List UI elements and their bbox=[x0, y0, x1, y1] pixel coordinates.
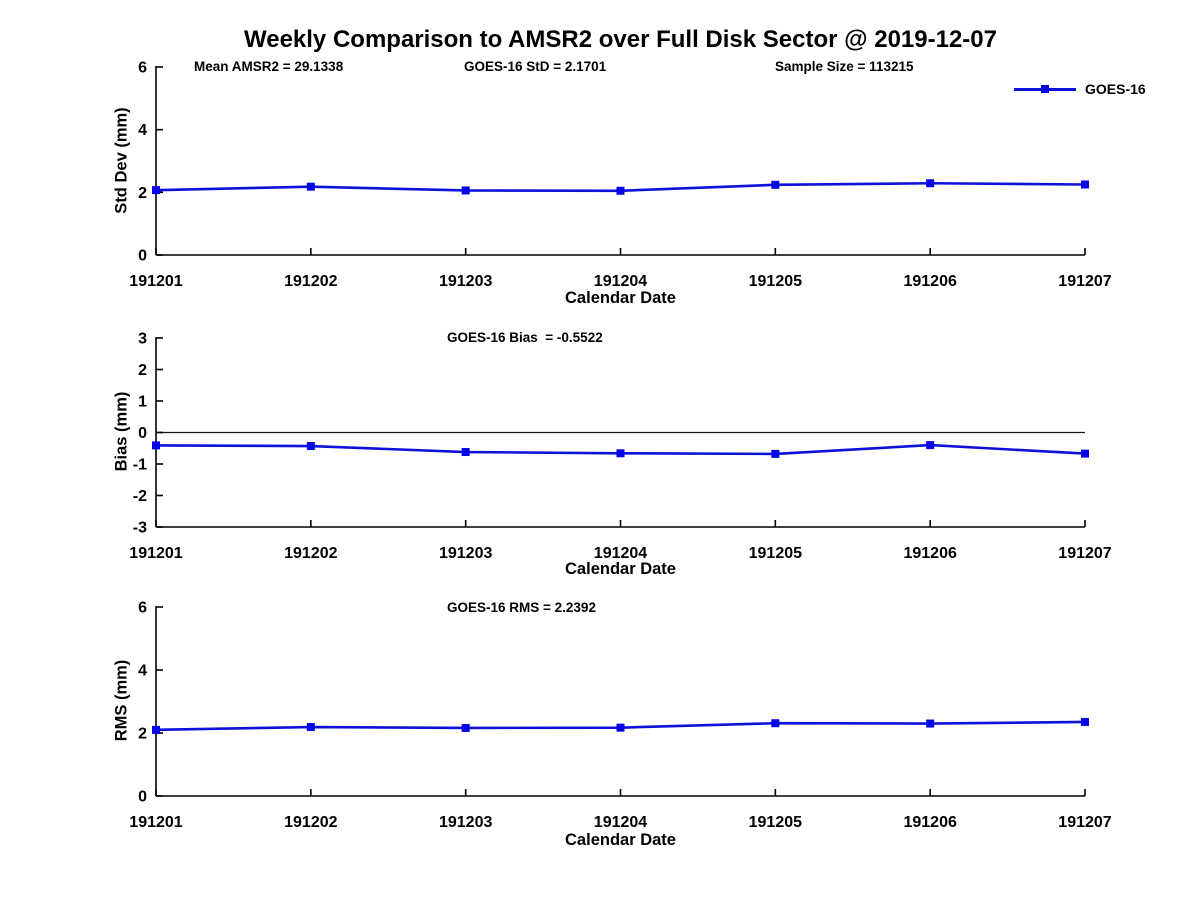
svg-text:191207: 191207 bbox=[1058, 545, 1111, 562]
svg-text:191204: 191204 bbox=[594, 545, 647, 562]
svg-text:191205: 191205 bbox=[749, 545, 802, 562]
svg-text:4: 4 bbox=[138, 122, 147, 139]
rms-axis-label: RMS (mm) bbox=[112, 659, 131, 742]
svg-text:191201: 191201 bbox=[129, 814, 182, 831]
svg-text:6: 6 bbox=[138, 60, 147, 77]
calendar-date-label-2: Calendar Date bbox=[565, 560, 676, 578]
svg-text:191202: 191202 bbox=[284, 814, 337, 831]
svg-text:191204: 191204 bbox=[594, 273, 647, 290]
goes16-bias-annotation: GOES-16 Bias = -0.5522 bbox=[447, 330, 603, 345]
svg-text:191207: 191207 bbox=[1058, 273, 1111, 290]
svg-text:191206: 191206 bbox=[903, 545, 956, 562]
svg-text:191205: 191205 bbox=[749, 273, 802, 290]
svg-text:191203: 191203 bbox=[439, 814, 492, 831]
svg-text:0: 0 bbox=[138, 789, 147, 806]
svg-text:191203: 191203 bbox=[439, 545, 492, 562]
svg-text:191201: 191201 bbox=[129, 273, 182, 290]
svg-text:0: 0 bbox=[138, 248, 147, 265]
calendar-date-label-1: Calendar Date bbox=[565, 289, 676, 307]
svg-text:191202: 191202 bbox=[284, 545, 337, 562]
svg-text:2: 2 bbox=[138, 726, 147, 743]
svg-text:2: 2 bbox=[138, 185, 147, 202]
svg-text:0: 0 bbox=[138, 425, 147, 442]
svg-text:191204: 191204 bbox=[594, 814, 647, 831]
svg-text:-2: -2 bbox=[133, 488, 147, 505]
svg-text:191206: 191206 bbox=[903, 273, 956, 290]
svg-text:3: 3 bbox=[138, 331, 147, 348]
figure-title: Weekly Comparison to AMSR2 over Full Dis… bbox=[244, 26, 997, 53]
svg-text:191207: 191207 bbox=[1058, 814, 1111, 831]
bias-axis-label: Bias (mm) bbox=[112, 391, 131, 472]
legend-square-marker-icon bbox=[1041, 85, 1049, 93]
svg-text:191202: 191202 bbox=[284, 273, 337, 290]
svg-text:2: 2 bbox=[138, 362, 147, 379]
svg-text:4: 4 bbox=[138, 663, 147, 680]
svg-text:6: 6 bbox=[138, 600, 147, 617]
svg-text:191201: 191201 bbox=[129, 545, 182, 562]
svg-text:191206: 191206 bbox=[903, 814, 956, 831]
mean-amsr2-annotation: Mean AMSR2 = 29.1338 bbox=[194, 59, 344, 74]
svg-text:-1: -1 bbox=[133, 457, 147, 474]
std-dev-axis-label: Std Dev (mm) bbox=[112, 107, 131, 214]
svg-text:191205: 191205 bbox=[749, 814, 802, 831]
legend: GOES-16 bbox=[1014, 81, 1146, 97]
sample-size-annotation: Sample Size = 113215 bbox=[775, 59, 914, 74]
calendar-date-label-3: Calendar Date bbox=[565, 831, 676, 849]
svg-text:-3: -3 bbox=[133, 520, 147, 537]
svg-text:191203: 191203 bbox=[439, 273, 492, 290]
legend-series-label: GOES-16 bbox=[1085, 81, 1146, 97]
goes16-std-annotation: GOES-16 StD = 2.1701 bbox=[464, 59, 607, 74]
svg-text:1: 1 bbox=[138, 394, 147, 411]
goes16-rms-annotation: GOES-16 RMS = 2.2392 bbox=[447, 600, 596, 615]
legend-line-icon bbox=[1014, 85, 1076, 93]
